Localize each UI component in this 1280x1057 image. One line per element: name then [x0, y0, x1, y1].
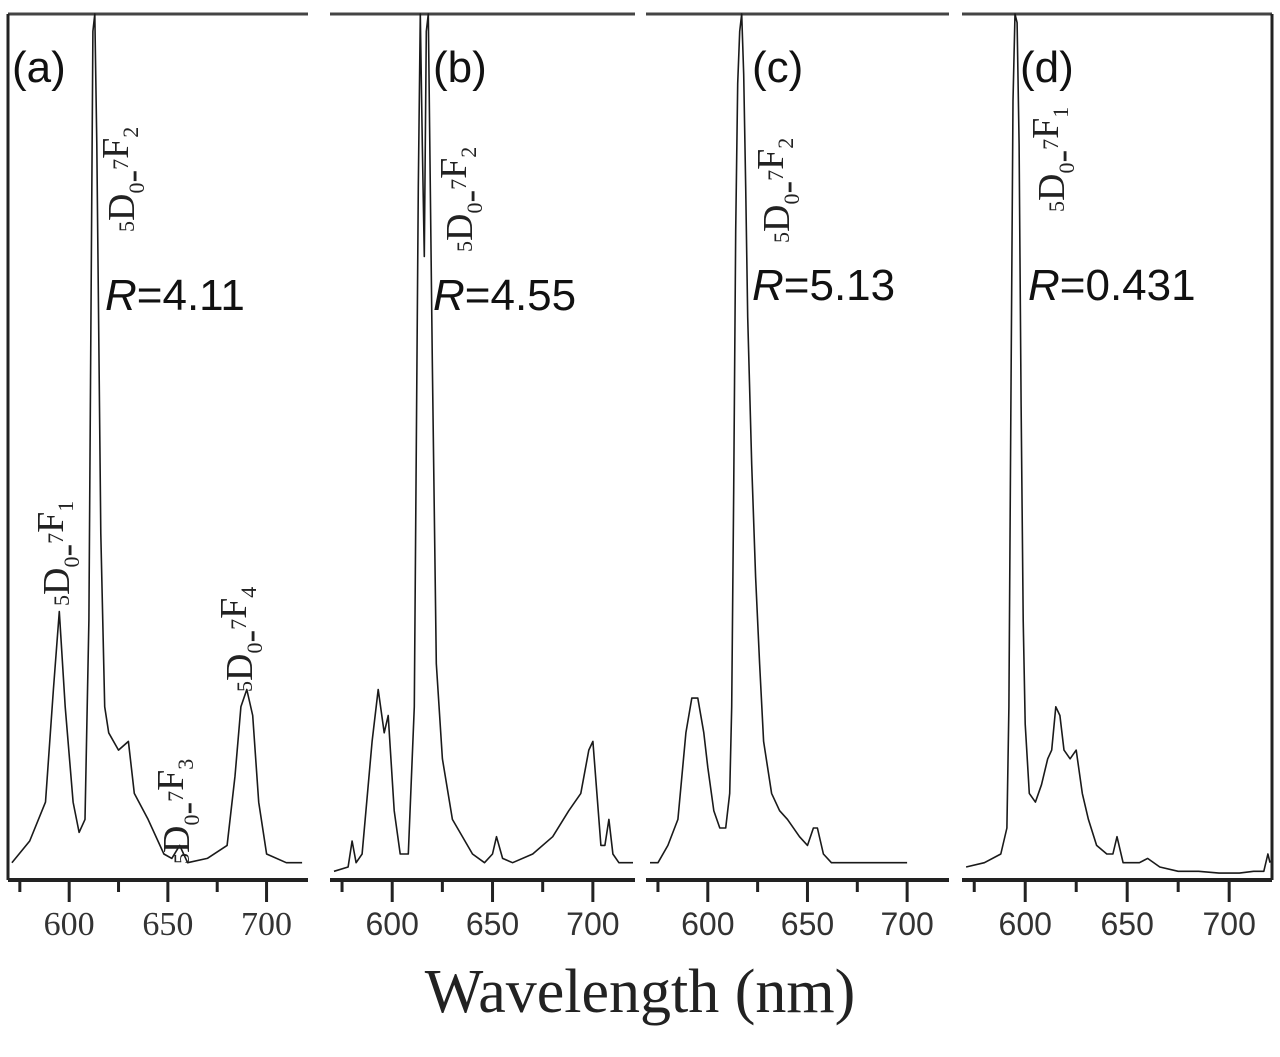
transition-annotation: 5D0-7F1 — [1025, 107, 1083, 212]
transition-annotation: 5D0-7F1 — [30, 501, 88, 606]
panel-b: 600 650 700 (b) R=4.55 5D0-7F2 — [330, 12, 635, 942]
x-tick-label: 600 — [999, 906, 1052, 942]
ratio-symbol: R — [105, 271, 137, 320]
transition-annotation: 5D0-7F2 — [433, 147, 491, 252]
spectrum-line — [650, 13, 908, 864]
spectrum-line — [11, 13, 303, 864]
panel-a: 600 650 700 (a) R=4.11 5D0-7F2 5D0-7F1 5D0-7F3 5… — [6, 12, 308, 943]
transition-annotation: 5D0-7F4 — [213, 587, 271, 692]
ratio-symbol: R — [1028, 261, 1060, 310]
spectrum-line — [333, 13, 633, 873]
panel-d: 600 650 700 (d) R=0.431 5D0-7F1 — [962, 12, 1274, 942]
svg-text:5D0-7F3: 5D0-7F3 — [150, 759, 208, 864]
ratio-symbol: R — [433, 271, 465, 320]
ratio-label: R=5.13 — [752, 261, 895, 310]
panel-label: (d) — [1020, 43, 1074, 92]
svg-text:5D0-7F4: 5D0-7F4 — [213, 587, 271, 692]
transition-annotation: 5D0-7F2 — [95, 127, 153, 232]
x-tick-label: 600 — [44, 906, 95, 943]
svg-text:5D0-7F2: 5D0-7F2 — [433, 147, 491, 252]
x-tick-label: 600 — [366, 906, 419, 942]
x-tick-label: 650 — [142, 906, 193, 943]
transition-annotation: 5D0-7F3 — [150, 759, 208, 864]
ratio-value: =5.13 — [784, 261, 895, 310]
ratio-value: =4.11 — [137, 271, 245, 320]
svg-text:5D0-7F2: 5D0-7F2 — [750, 138, 808, 243]
spectrum-line — [965, 13, 1271, 874]
svg-text:5D0-7F1: 5D0-7F1 — [1025, 107, 1083, 212]
x-tick-label: 700 — [1202, 906, 1255, 942]
x-tick-label: 650 — [781, 906, 834, 942]
ratio-symbol: R — [752, 261, 784, 310]
x-axis-label: Wavelength (nm) — [425, 958, 856, 1026]
transition-annotation: 5D0-7F2 — [750, 138, 808, 243]
x-tick-label: 700 — [566, 906, 619, 942]
x-tick-label: 650 — [466, 906, 519, 942]
panel-c: 600 650 700 (c) R=5.13 5D0-7F2 — [646, 12, 949, 942]
ratio-label: R=0.431 — [1028, 261, 1196, 310]
svg-text:5D0-7F2: 5D0-7F2 — [95, 127, 153, 232]
ratio-value: =4.55 — [465, 271, 576, 320]
x-tick-label: 600 — [681, 906, 734, 942]
x-tick-label: 650 — [1101, 906, 1154, 942]
panel-label: (a) — [12, 43, 66, 92]
panel-label: (b) — [433, 43, 487, 92]
ratio-label: R=4.55 — [433, 271, 576, 320]
x-tick-label: 700 — [241, 906, 292, 943]
ratio-value: =0.431 — [1060, 261, 1196, 310]
svg-text:5D0-7F1: 5D0-7F1 — [30, 501, 88, 606]
panel-label: (c) — [752, 43, 803, 92]
ratio-label: R=4.11 — [105, 271, 245, 320]
x-tick-label: 700 — [880, 906, 933, 942]
